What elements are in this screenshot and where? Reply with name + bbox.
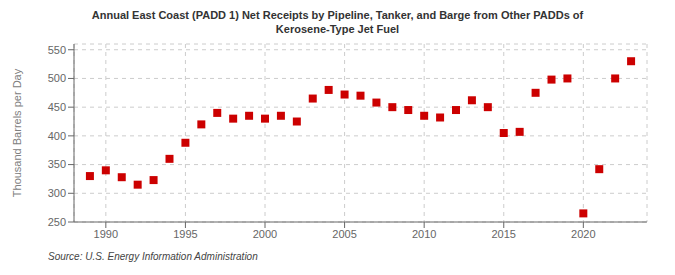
svg-text:1990: 1990 xyxy=(94,228,118,240)
svg-text:Thousand Barrels per Day: Thousand Barrels per Day xyxy=(11,68,23,197)
svg-text:350: 350 xyxy=(48,158,66,170)
svg-text:2005: 2005 xyxy=(332,228,356,240)
svg-text:2020: 2020 xyxy=(571,228,595,240)
svg-text:400: 400 xyxy=(48,130,66,142)
html-text:Kerosene-Type Jet Fuel: Kerosene-Type Jet Fuel xyxy=(275,23,400,35)
html-text:Annual East Coast (PADD 1) Net: Annual East Coast (PADD 1) Net Receipts … xyxy=(91,9,584,21)
svg-text:300: 300 xyxy=(48,187,66,199)
svg-text:2015: 2015 xyxy=(492,228,516,240)
svg-text:250: 250 xyxy=(48,216,66,228)
svg-text:2000: 2000 xyxy=(253,228,277,240)
svg-text:500: 500 xyxy=(48,72,66,84)
svg-text:1995: 1995 xyxy=(173,228,197,240)
svg-text:450: 450 xyxy=(48,101,66,113)
svg-text:550: 550 xyxy=(48,44,66,56)
svg-text:2010: 2010 xyxy=(412,228,436,240)
html-text:Source: U.S. Energy Informatio: Source: U.S. Energy Information Administ… xyxy=(48,251,258,262)
